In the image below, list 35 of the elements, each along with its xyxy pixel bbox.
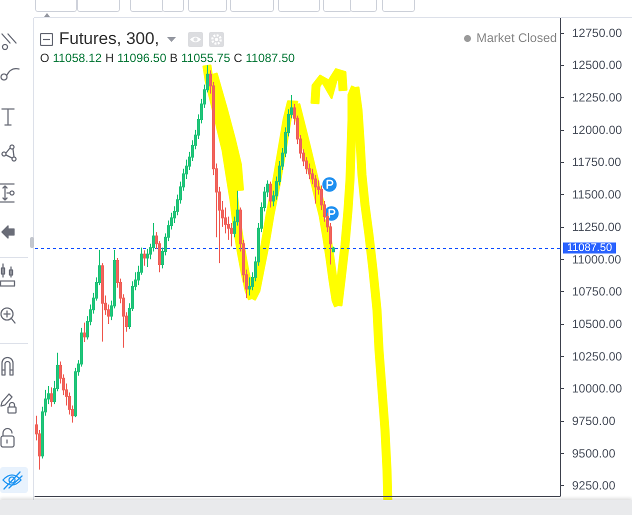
toolbar-button[interactable] bbox=[323, 0, 352, 12]
ref-line-label: 11087.50 bbox=[567, 242, 612, 254]
candlestick bbox=[269, 181, 272, 208]
toolbar-button[interactable] bbox=[188, 0, 227, 12]
y-tick-label: 9750.00 bbox=[572, 414, 616, 428]
y-tick-label: 11000.00 bbox=[572, 252, 622, 266]
y-tick-label: 10500.00 bbox=[572, 316, 622, 331]
toolbar-button[interactable] bbox=[278, 0, 320, 12]
y-tick-label: 12250.00 bbox=[572, 90, 622, 105]
text: Futures, 300, bbox=[59, 29, 160, 49]
toolbar-button[interactable] bbox=[162, 0, 184, 12]
y-tick-label: 10000.00 bbox=[572, 382, 622, 396]
toolbar-button[interactable] bbox=[130, 0, 164, 12]
candlestick bbox=[83, 322, 86, 343]
y-tick-label: 12500.00 bbox=[572, 58, 622, 72]
y-tick-label: 11250.00 bbox=[572, 220, 622, 234]
candlestick bbox=[50, 386, 53, 408]
toolbar-button[interactable] bbox=[382, 0, 415, 12]
candlestick bbox=[101, 262, 104, 342]
y-tick-label: 9500.00 bbox=[572, 446, 616, 460]
toolbar-button[interactable] bbox=[35, 0, 77, 12]
candlestick bbox=[143, 250, 146, 266]
y-tick-label: 12750.00 bbox=[572, 26, 622, 40]
annotation: Market Closed bbox=[476, 31, 557, 45]
candlestick bbox=[332, 246, 335, 253]
y-tick-label: 11500.00 bbox=[572, 188, 622, 202]
y-tick-label: 12000.00 bbox=[572, 122, 622, 137]
y-tick-label: 11750.00 bbox=[572, 155, 622, 170]
y-tick-label: 10750.00 bbox=[572, 284, 622, 299]
y-tick-label: 9250.00 bbox=[572, 478, 616, 493]
toolbar-button[interactable] bbox=[230, 0, 274, 12]
toolbar-button[interactable] bbox=[350, 0, 377, 12]
annotation: O 11058.12 H 11096.50 B 11055.75 C 11087.50 bbox=[40, 51, 295, 65]
toolbar-button[interactable] bbox=[77, 0, 120, 12]
y-tick-label: 10250.00 bbox=[572, 349, 622, 364]
